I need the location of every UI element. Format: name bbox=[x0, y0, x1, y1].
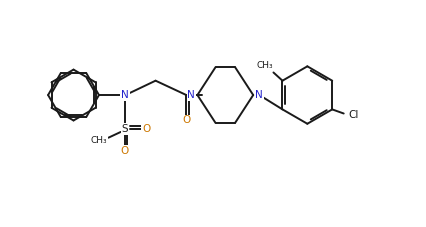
Text: N: N bbox=[256, 90, 263, 100]
Text: O: O bbox=[142, 124, 150, 134]
Text: O: O bbox=[182, 116, 190, 126]
Text: N: N bbox=[121, 90, 129, 100]
Text: S: S bbox=[121, 124, 128, 134]
Text: Cl: Cl bbox=[348, 110, 359, 120]
Text: CH₃: CH₃ bbox=[257, 62, 273, 70]
Text: CH₃: CH₃ bbox=[90, 136, 107, 145]
Text: N: N bbox=[187, 90, 195, 100]
Text: O: O bbox=[121, 146, 129, 156]
